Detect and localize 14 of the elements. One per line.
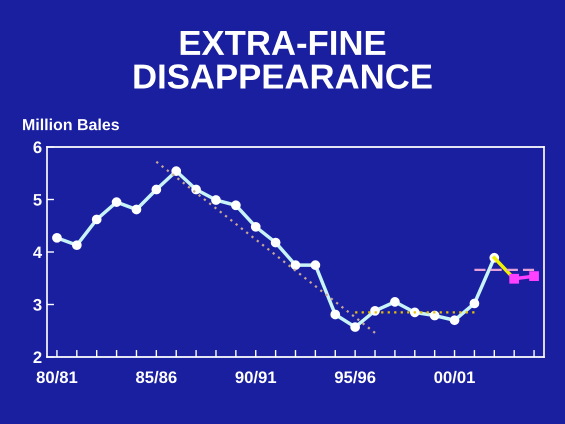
point [509,274,520,284]
y-tick-label: 2 [33,351,42,364]
x-tick-label: 80/81 [36,370,78,384]
y-tick-label: 4 [33,246,42,258]
chart-title: EXTRA-FINE DISAPPEARANCE [134,30,432,89]
y-tick-label: 5 [33,194,42,206]
x-tick-label: 90/91 [235,370,276,384]
x-tick-label: 00/01 [434,370,475,384]
y-axis-title: Million Bales [23,118,119,130]
x-tick-label: 95/96 [334,370,376,384]
y-tick-label: 6 [33,141,42,154]
point [529,271,539,282]
x-tick-label: 85/86 [136,370,177,384]
y-tick-label: 3 [33,298,42,311]
